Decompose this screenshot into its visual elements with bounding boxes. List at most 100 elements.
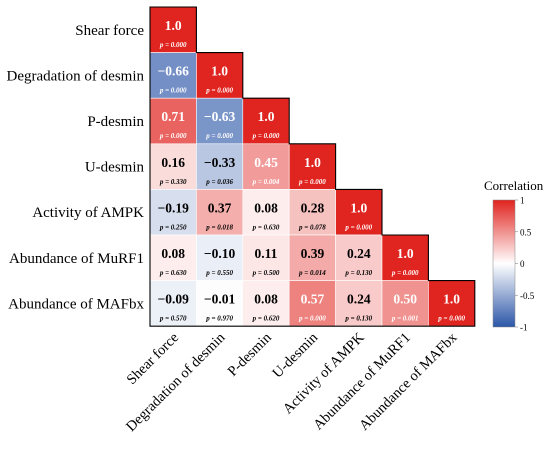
heatmap-cell: −0.33 p = 0.036 <box>196 143 244 190</box>
heatmap-cell: 0.16 p = 0.330 <box>149 143 197 190</box>
correlation-value: 0.24 <box>347 246 371 261</box>
heatmap-cell: 1.0 p = 0.000 <box>242 97 290 145</box>
correlation-value: −0.33 <box>204 155 236 170</box>
correlation-value: 0.50 <box>393 292 417 307</box>
correlation-value: 0.57 <box>301 292 325 307</box>
heatmap-cell: 0.71 p = 0.000 <box>149 97 197 145</box>
correlation-value: −0.01 <box>204 292 236 307</box>
heatmap-cell: 0.08 p = 0.630 <box>242 189 290 236</box>
p-value: p = 0.000 <box>298 178 326 186</box>
heatmap-cell: 0.39 p = 0.014 <box>288 234 336 281</box>
legend-title: Correlation <box>484 178 544 193</box>
heatmap-cell: 0.24 p = 0.130 <box>335 280 383 327</box>
cell-color <box>149 52 197 99</box>
p-value: p = 0.000 <box>205 132 233 140</box>
correlation-value: 1.0 <box>304 155 321 170</box>
correlation-value: 1.0 <box>350 200 367 215</box>
p-value: p = 0.000 <box>205 87 233 95</box>
correlation-value: 0.08 <box>254 292 278 307</box>
column-label: Activity of AMPK <box>280 329 368 417</box>
legend-tick-label: -1 <box>520 323 528 333</box>
triangle-outline <box>149 6 476 327</box>
cell-color <box>196 234 244 281</box>
correlation-value: −0.66 <box>158 64 190 79</box>
correlation-value: 1.0 <box>165 18 182 33</box>
legend-tick-label: 1 <box>520 196 525 206</box>
cell-color <box>149 280 197 327</box>
p-value: p = 0.014 <box>298 269 326 277</box>
heatmap-cell: 0.08 p = 0.620 <box>242 280 290 327</box>
p-value: p = 0.078 <box>298 223 326 231</box>
cell-color <box>288 143 336 190</box>
cell-color <box>196 280 244 327</box>
row-label: Abundance of MuRF1 <box>9 251 144 267</box>
correlation-value: 0.45 <box>254 155 278 170</box>
cell-color <box>242 189 290 236</box>
correlation-value: −0.10 <box>204 246 236 261</box>
heatmap-cell: 1.0 p = 0.000 <box>335 189 383 236</box>
p-value: p = 0.630 <box>159 269 187 277</box>
row-labels: Shear force Degradation of desmin P-desmin… <box>7 23 145 313</box>
legend-tick-label: -0.5 <box>520 291 535 301</box>
correlation-value: 0.39 <box>301 246 325 261</box>
correlation-value: 0.11 <box>255 246 278 261</box>
p-value: p = 0.000 <box>298 315 326 323</box>
p-value: p = 0.004 <box>252 178 280 186</box>
heatmap-cell: −0.10 p = 0.550 <box>196 234 244 281</box>
row-label: Degradation of desmin <box>7 68 145 84</box>
correlation-value: −0.09 <box>158 292 190 307</box>
cell-color <box>149 6 197 53</box>
heatmap-cell: 0.11 p = 0.500 <box>242 234 290 281</box>
legend-colorbar <box>492 199 516 328</box>
heatmap-cell: 0.37 p = 0.018 <box>196 189 244 236</box>
heatmap-cell: −0.01 p = 0.970 <box>196 280 244 327</box>
heatmap-cell: 1.0 p = 0.000 <box>288 143 336 190</box>
correlation-value: 0.24 <box>347 292 371 307</box>
heatmap-cell: −0.19 p = 0.250 <box>149 189 197 236</box>
correlation-value: 1.0 <box>258 109 275 124</box>
correlation-value: 0.28 <box>301 200 325 215</box>
heatmap-cell: −0.66 p = 0.000 <box>149 52 197 99</box>
correlation-value: −0.63 <box>204 109 236 124</box>
row-label: U-desmin <box>85 160 145 176</box>
correlation-value: 1.0 <box>443 292 460 307</box>
cell-color <box>196 189 244 236</box>
heatmap-cell: −0.63 p = 0.000 <box>196 97 244 145</box>
correlation-value: 1.0 <box>211 64 228 79</box>
p-value: p = 0.550 <box>205 269 233 277</box>
p-value: p = 0.001 <box>391 315 419 323</box>
correlation-value: 0.08 <box>161 246 185 261</box>
p-value: p = 0.000 <box>344 223 372 231</box>
p-value: p = 0.000 <box>252 132 280 140</box>
heatmap-cell: 1.0 p = 0.000 <box>196 52 244 99</box>
cell-color <box>288 234 336 281</box>
p-value: p = 0.970 <box>205 315 233 323</box>
p-value: p = 0.130 <box>344 269 372 277</box>
row-label: Shear force <box>75 23 144 39</box>
cell-color <box>428 280 476 327</box>
legend-tick-label: 0.5 <box>520 227 532 237</box>
heatmap-cell: −0.09 p = 0.570 <box>149 280 197 327</box>
cell-color <box>242 234 290 281</box>
heatmap-cell: 0.57 p = 0.000 <box>288 280 336 327</box>
p-value: p = 0.000 <box>391 269 419 277</box>
cell-color <box>335 234 383 281</box>
row-label: Activity of AMPK <box>32 205 144 221</box>
p-value: p = 0.000 <box>437 315 465 323</box>
p-value: p = 0.330 <box>159 178 187 186</box>
row-label: P-desmin <box>87 114 144 130</box>
p-value: p = 0.570 <box>159 315 187 323</box>
correlation-value: 1.0 <box>397 246 414 261</box>
column-label: P-desmin <box>225 329 276 380</box>
row-label: Abundance of MAFbx <box>8 296 144 312</box>
p-value: p = 0.000 <box>159 87 187 95</box>
p-value: p = 0.000 <box>159 132 187 140</box>
cell-color <box>196 97 244 145</box>
cell-color <box>242 97 290 145</box>
heatmap-cell: 0.50 p = 0.001 <box>381 280 429 327</box>
cell-color <box>381 234 429 281</box>
correlation-value: 0.71 <box>161 109 185 124</box>
correlation-value: 0.16 <box>161 155 185 170</box>
